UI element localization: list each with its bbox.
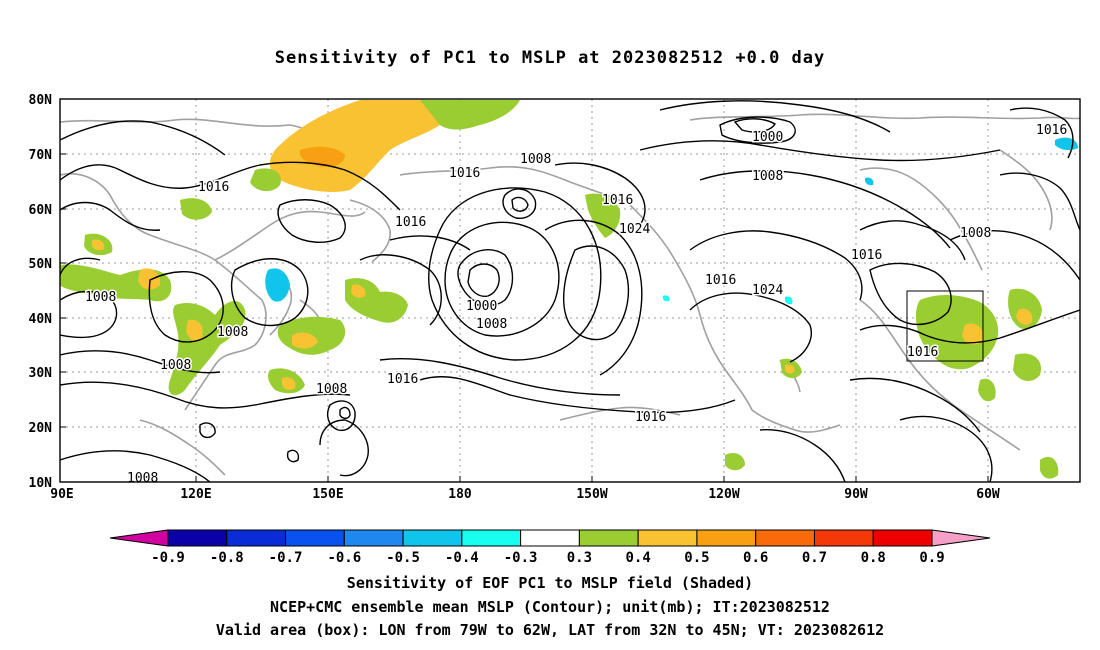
lat-label: 50N xyxy=(29,257,53,272)
contour-label: 1008 xyxy=(217,325,248,340)
contour-label: 1016 xyxy=(705,273,736,288)
contour-label: 1008 xyxy=(520,152,551,167)
contour-label: 1008 xyxy=(127,471,158,486)
colorbar-label: -0.8 xyxy=(210,550,244,566)
contour-label: 1008 xyxy=(85,290,116,305)
contour-label: 1016 xyxy=(851,248,882,263)
plot-frame xyxy=(59,98,1081,483)
colorbar-label: -0.9 xyxy=(151,550,185,566)
contour-label: 1016 xyxy=(635,410,666,425)
contour-label: 1008 xyxy=(160,358,191,373)
contour-label: 1008 xyxy=(960,226,991,241)
colorbar-swatch xyxy=(285,529,345,547)
caption-contour: NCEP+CMC ensemble mean MSLP (Contour); u… xyxy=(270,598,830,616)
colorbar-swatch xyxy=(167,529,228,547)
lat-label: 40N xyxy=(29,312,53,327)
lon-label: 90W xyxy=(844,487,868,502)
colorbar-labels: -0.9 -0.8 -0.7 -0.6 -0.5 -0.4 -0.3 0.3 0.4 0.5 0.6… xyxy=(151,550,945,566)
lat-label: 80N xyxy=(29,93,53,108)
contour-label: 1024 xyxy=(752,283,783,298)
colorbar-arrow-high xyxy=(931,529,991,547)
latitude-labels: 80N 70N 60N 50N 40N 30N 20N 10N xyxy=(29,93,53,491)
colorbar-label: 0.5 xyxy=(684,550,709,566)
lat-label: 10N xyxy=(29,476,53,491)
contour-label: 1024 xyxy=(619,222,650,237)
colorbar-swatch xyxy=(813,529,874,547)
colorbar xyxy=(109,529,991,547)
colorbar-swatch xyxy=(520,529,580,547)
lat-label: 20N xyxy=(29,421,53,436)
contour-label: 1016 xyxy=(1036,123,1067,138)
caption-valid-area: Valid area (box): LON from 79W to 62W, L… xyxy=(215,621,885,639)
lon-label: 120E xyxy=(180,487,211,502)
lat-label: 60N xyxy=(29,203,53,218)
colorbar-label: -0.4 xyxy=(445,550,479,566)
colorbar-swatch xyxy=(637,529,698,547)
axis-ticks xyxy=(60,98,989,483)
colorbar-swatch xyxy=(461,529,522,547)
sensitivity-shading xyxy=(60,100,1078,479)
longitude-labels: 90E 120E 150E 180 150W 120W 90W 60W xyxy=(50,487,1000,502)
colorbar-label: 0.7 xyxy=(802,550,827,566)
mslp-contours xyxy=(60,100,1080,482)
contour-label: 1016 xyxy=(449,166,480,181)
colorbar-swatch xyxy=(755,529,815,547)
contour-label: 1016 xyxy=(198,180,229,195)
colorbar-swatch xyxy=(226,529,287,547)
colorbar-swatch xyxy=(696,529,757,547)
colorbar-label: -0.3 xyxy=(504,550,538,566)
valid-area-box xyxy=(906,290,984,362)
contour-label: 1016 xyxy=(387,372,418,387)
colorbar-swatch xyxy=(578,529,639,547)
colorbar-label: 0.3 xyxy=(567,550,592,566)
colorbar-label: 0.6 xyxy=(743,550,768,566)
caption-shaded: Sensitivity of EOF PC1 to MSLP field (Sh… xyxy=(346,574,754,592)
contour-label: 1016 xyxy=(602,193,633,208)
contour-label: 1000 xyxy=(466,299,497,314)
lon-label: 120W xyxy=(708,487,739,502)
colorbar-arrow-low xyxy=(109,529,169,547)
contour-label: 1008 xyxy=(476,317,507,332)
colorbar-swatch xyxy=(872,529,933,547)
colorbar-label: 0.9 xyxy=(919,550,944,566)
lon-label: 60W xyxy=(976,487,1000,502)
colorbar-swatch xyxy=(402,529,463,547)
lat-label: 30N xyxy=(29,366,53,381)
contour-label-layer: 1016 1016 1016 1016 1008 1016 1024 1000 … xyxy=(84,122,1069,486)
lon-label: 150E xyxy=(312,487,343,502)
colorbar-label: -0.6 xyxy=(327,550,361,566)
coastlines xyxy=(60,113,1080,476)
contour-label: 1016 xyxy=(395,215,426,230)
lon-label: 180 xyxy=(448,487,472,502)
contour-label: 1000 xyxy=(752,130,783,145)
lon-label: 150W xyxy=(576,487,607,502)
map-title: Sensitivity of PC1 to MSLP at 2023082512… xyxy=(274,48,826,68)
plot-area: 1016 1016 1016 1016 1008 1016 1024 1000 … xyxy=(60,99,1080,486)
colorbar-swatch xyxy=(343,529,404,547)
contour-label: 1008 xyxy=(752,169,783,184)
lon-label: 90E xyxy=(50,487,73,502)
colorbar-label: 0.4 xyxy=(626,550,651,566)
colorbar-label: -0.7 xyxy=(269,550,303,566)
contour-label: 1008 xyxy=(316,382,347,397)
colorbar-label: -0.5 xyxy=(386,550,420,566)
contour-label: 1016 xyxy=(907,345,938,360)
lat-label: 70N xyxy=(29,148,53,163)
colorbar-label: 0.8 xyxy=(861,550,886,566)
